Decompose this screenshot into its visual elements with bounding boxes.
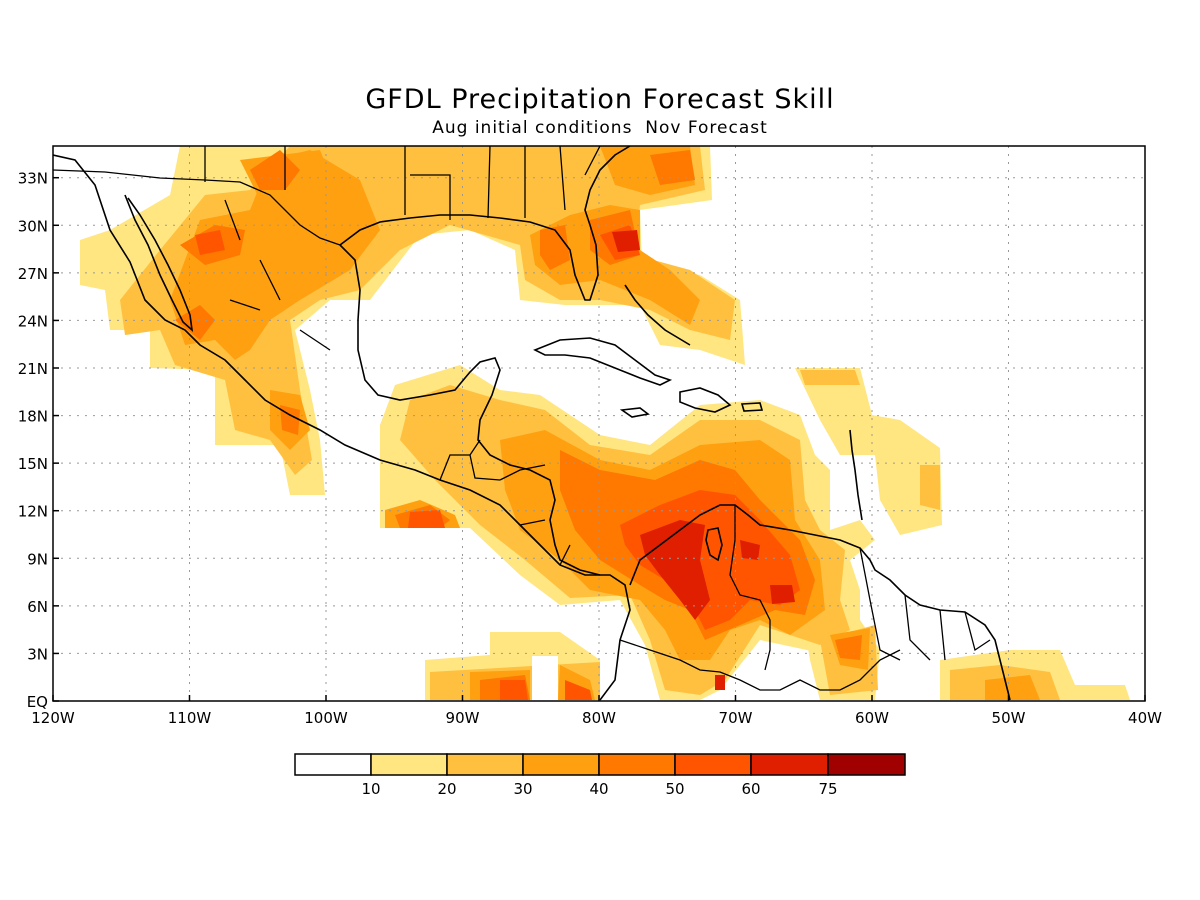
no-data-area [532,656,558,701]
coastline-jamaica [619,407,650,418]
skill-region [530,205,700,325]
skill-region [612,230,640,252]
y-tick-label: 6N [27,598,48,616]
y-tick-label: 30N [18,217,48,235]
skill-region [920,465,940,510]
coastline-baja [124,194,194,333]
skill-region [650,150,695,185]
skill-region [195,230,225,255]
coastline-puerto-rico [740,402,764,412]
colorbar-box-0 [294,753,372,776]
colorbar-box-5 [674,753,752,776]
colorbar-box-6 [750,753,829,776]
coastline-cuba [533,337,673,386]
map-title: GFDL Precipitation Forecast Skill [365,84,835,115]
border-colombia-south [619,639,901,691]
colorbar-box-4 [598,753,676,776]
skill-level-60 [612,230,795,690]
y-tick-label: 21N [18,360,48,378]
skill-region [565,680,592,700]
x-axis-ticks: 120W 110W 100W 90W 80W 70W 60W 50W 40W [31,695,1162,727]
colorbar-label: 10 [361,780,380,798]
y-tick-label: EQ [27,693,48,711]
colorbar-label: 40 [589,780,608,798]
colorbar-label: 75 [818,780,837,798]
skill-region [740,540,760,560]
y-tick-label: 15N [18,455,48,473]
skill-region [835,635,862,660]
x-tick-label: 60W [855,709,889,727]
skill-region [620,490,800,630]
border-mexico-states [224,199,331,351]
colorbar-box-7 [827,753,906,776]
border-guianas [859,547,991,661]
map-subtitle: Aug initial conditions Nov Forecast [432,118,768,138]
no-data-areas [532,656,558,701]
colorbar: 10 20 30 40 50 60 75 [294,753,906,798]
x-tick-label: 110W [168,709,212,727]
political-borders [53,146,991,691]
border-us-mexico [53,169,341,246]
y-tick-label: 9N [27,550,48,568]
coastline-bahamas [624,284,691,346]
colorbar-box-2 [446,753,524,776]
skill-region [715,675,725,690]
y-tick-label: 12N [18,503,48,521]
skill-region [500,680,528,700]
coastline-hispaniola [679,387,732,413]
y-tick-label: 24N [18,312,48,330]
skill-region [408,510,445,528]
skill-region [540,225,570,270]
y-axis-ticks: EQ 3N 6N 9N 12N 15N 18N 21N 24N 27N 30N 33N [18,170,59,711]
colorbar-label: 50 [665,780,684,798]
skill-region [795,368,942,535]
y-tick-label: 33N [18,170,48,188]
colorbar-box-1 [370,753,448,776]
skill-region [985,675,1040,700]
colorbar-label: 60 [741,780,760,798]
x-tick-label: 40W [1128,709,1162,727]
border-central-america [439,439,571,566]
x-tick-label: 50W [992,709,1026,727]
lat-lon-grid [53,146,1145,701]
colorbar-box-3 [522,753,600,776]
y-tick-label: 27N [18,265,48,283]
x-tick-label: 100W [304,709,348,727]
skill-region [640,520,710,620]
x-tick-label: 70W [719,709,753,727]
coastline-mexico-pacific [53,154,631,701]
coastline-us-gulf [339,146,631,301]
x-tick-label: 120W [31,709,75,727]
coastline-gulf-of-mexico [339,244,601,576]
skill-region [175,305,215,340]
border-us-states [204,146,601,220]
coastline-lesser-antilles [849,429,863,521]
coastline-lake-maracaibo [705,527,723,562]
skill-region [800,370,860,385]
skill-field [80,146,1130,701]
colorbar-label: 20 [437,780,456,798]
skill-level-50 [195,225,800,700]
colorbar-labels: 10 20 30 40 50 60 75 [361,780,837,798]
skill-region [770,585,795,604]
skill-region [250,150,300,190]
x-tick-label: 90W [446,709,480,727]
x-tick-label: 80W [582,709,616,727]
border-colombia-venezuela [729,505,771,671]
colorbar-label: 30 [513,780,532,798]
y-tick-label: 3N [27,645,48,663]
y-tick-label: 18N [18,408,48,426]
